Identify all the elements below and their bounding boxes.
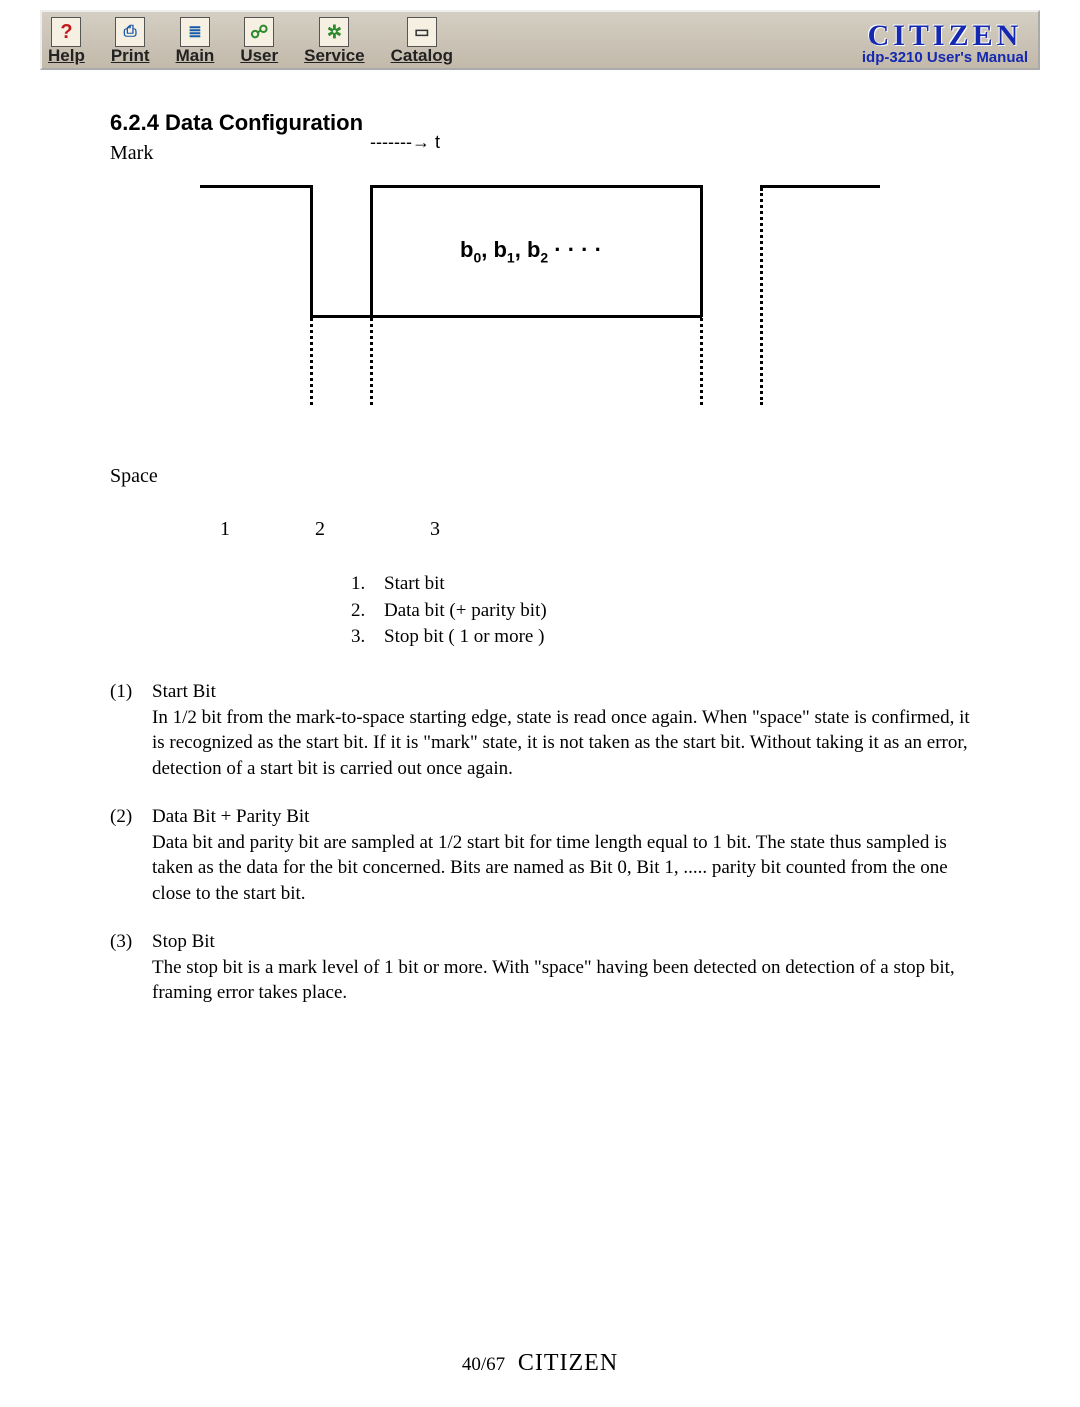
- brand-box: CITIZEN idp-3210 User's Manual: [862, 22, 1032, 66]
- help-icon: ?: [51, 17, 81, 47]
- page-body: 6.2.4 Data Configuration -------→ t Mark…: [100, 110, 980, 1006]
- print-icon: ⎙: [115, 17, 145, 47]
- definition-3-num: (3): [110, 931, 152, 1006]
- section-title: 6.2.4 Data Configuration: [110, 110, 970, 136]
- guide-stop-right: [760, 188, 763, 405]
- toolbar-help-label: Help: [48, 46, 85, 66]
- toolbar-service[interactable]: ✲ Service: [304, 17, 365, 66]
- catalog-icon: ▭: [407, 17, 437, 47]
- toolbar-print[interactable]: ⎙ Print: [111, 17, 150, 66]
- toolbar-catalog[interactable]: ▭ Catalog: [391, 17, 453, 66]
- guide-startbit-left: [310, 318, 313, 405]
- service-icon: ✲: [319, 17, 349, 47]
- waveform-diagram: b0, b1, b2 · · · ·: [200, 175, 900, 435]
- toolbar-catalog-label: Catalog: [391, 46, 453, 66]
- definition-2: (2) Data Bit + Parity Bit Data bit and p…: [110, 806, 970, 907]
- toolbar-main-label: Main: [176, 46, 215, 66]
- main-icon: ≣: [180, 17, 210, 47]
- mark-label: Mark: [110, 142, 970, 165]
- wave-databox-bottom: [370, 315, 702, 318]
- wave-right-mark: [760, 185, 880, 188]
- page-footer: 40/67 CITIZEN: [0, 1350, 1080, 1377]
- legend-item-3: Stop bit ( 1 or more ): [370, 624, 970, 651]
- guide-data-right: [700, 318, 703, 405]
- wave-left-mark: [200, 185, 310, 188]
- toolbar-service-label: Service: [304, 46, 365, 66]
- footer-brand: CITIZEN: [518, 1350, 618, 1376]
- definition-1: (1) Start Bit In 1/2 bit from the mark-t…: [110, 681, 970, 782]
- wave-databox-left: [370, 185, 373, 317]
- space-label: Space: [110, 465, 970, 488]
- wave-databox-top: [370, 185, 700, 188]
- footer-page: 40/67: [462, 1354, 505, 1375]
- definition-3-title: Stop Bit: [152, 931, 970, 953]
- legend-item-2: Data bit (+ parity bit): [370, 598, 970, 625]
- definitions: (1) Start Bit In 1/2 bit from the mark-t…: [110, 681, 970, 1006]
- wave-fall-edge: [310, 185, 313, 315]
- region-num-2: 2: [315, 518, 325, 541]
- bit-series-label: b0, b1, b2 · · · ·: [460, 237, 602, 265]
- wave-databox-right: [700, 185, 703, 317]
- definition-3: (3) Stop Bit The stop bit is a mark leve…: [110, 931, 970, 1006]
- wave-startbit-bottom: [310, 315, 370, 318]
- toolbar-main[interactable]: ≣ Main: [176, 17, 215, 66]
- toolbar-user-label: User: [240, 46, 278, 66]
- brand-subtitle: idp-3210 User's Manual: [862, 49, 1028, 66]
- definition-1-title: Start Bit: [152, 681, 970, 703]
- time-arrow: -------→ t: [370, 132, 440, 153]
- toolbar-user[interactable]: ☍ User: [240, 17, 278, 66]
- region-num-3: 3: [430, 518, 440, 541]
- toolbar-help[interactable]: ? Help: [48, 17, 85, 66]
- definition-3-text: The stop bit is a mark level of 1 bit or…: [152, 955, 970, 1006]
- guide-startbit-right: [370, 318, 373, 405]
- definition-2-num: (2): [110, 806, 152, 907]
- user-icon: ☍: [244, 17, 274, 47]
- legend-list: Start bit Data bit (+ parity bit) Stop b…: [370, 571, 970, 651]
- region-num-1: 1: [220, 518, 230, 541]
- toolbar-print-label: Print: [111, 46, 150, 66]
- definition-1-num: (1): [110, 681, 152, 782]
- region-number-row: 1 2 3: [210, 518, 970, 541]
- definition-1-text: In 1/2 bit from the mark-to-space starti…: [152, 705, 970, 782]
- legend-item-1: Start bit: [370, 571, 970, 598]
- definition-2-title: Data Bit + Parity Bit: [152, 806, 970, 828]
- definition-2-text: Data bit and parity bit are sampled at 1…: [152, 830, 970, 907]
- brand-name: CITIZEN: [862, 22, 1028, 49]
- toolbar: ? Help ⎙ Print ≣ Main ☍ User ✲ Service ▭…: [40, 10, 1040, 70]
